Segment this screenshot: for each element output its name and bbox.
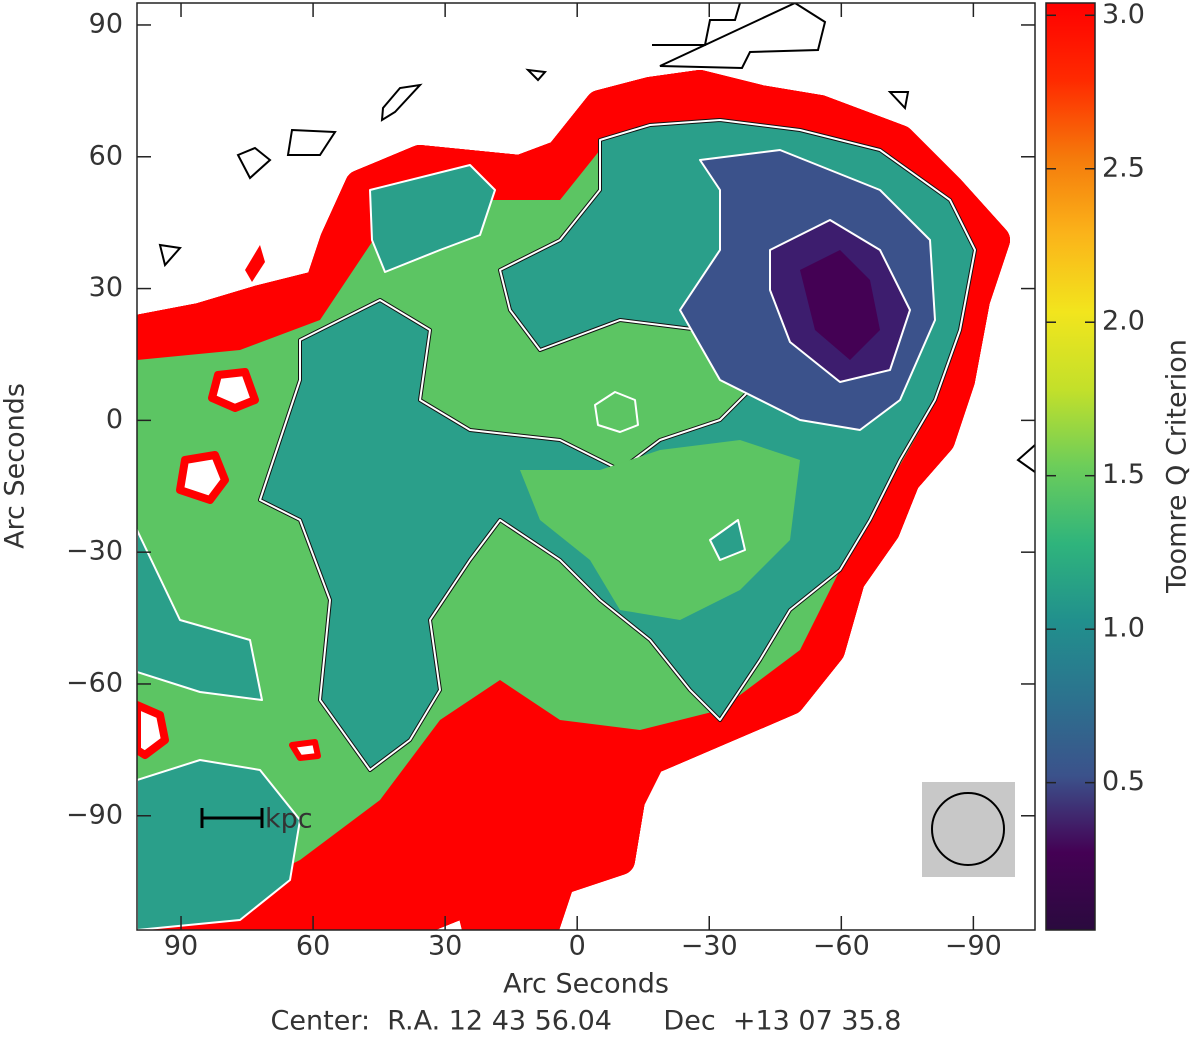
footer: Center: R.A. 12 43 56.04 Dec +13 07 35.8: [271, 1006, 902, 1037]
colorbar-tick-label: 2.5: [1102, 152, 1145, 183]
outer-contours: [158, 3, 1035, 473]
x-tick-label: 90: [164, 931, 198, 962]
scale-bar-label: kpc: [265, 804, 313, 835]
colorbar: [1045, 2, 1096, 931]
y-tick-label: 60: [89, 140, 123, 171]
scale-bar: [200, 808, 264, 828]
colorbar-tick-label: 0.5: [1102, 766, 1145, 797]
x-tick-label: 0: [569, 931, 586, 962]
x-axis-label: Arc Seconds: [503, 969, 669, 1000]
x-tick-label: −90: [945, 931, 1002, 962]
y-tick-label: 90: [89, 8, 123, 39]
x-tick-label: 30: [428, 931, 462, 962]
colorbar-tick-label: 1.0: [1102, 613, 1145, 644]
y-tick-label: 0: [106, 404, 123, 435]
colorbar-tick-label: 3.0: [1102, 0, 1145, 30]
x-tick-label: −60: [813, 931, 870, 962]
contour-map: [137, 3, 1035, 930]
x-tick-label: −30: [681, 931, 738, 962]
y-tick-label: −30: [66, 536, 123, 567]
y-axis-label: Arc Seconds: [0, 383, 31, 549]
colorbar-tick-label: 2.0: [1102, 306, 1145, 337]
y-tick-label: 30: [89, 272, 123, 303]
plot-frame: [136, 2, 1036, 931]
y-tick-label: −90: [66, 799, 123, 830]
colorbar-tick-label: 1.5: [1102, 459, 1145, 490]
beam: [922, 782, 1015, 877]
y-tick-label: −60: [66, 667, 123, 698]
colorbar-label: Toomre Q Criterion: [1162, 339, 1193, 594]
x-tick-label: 60: [296, 931, 330, 962]
galaxy-body: [137, 70, 1010, 930]
